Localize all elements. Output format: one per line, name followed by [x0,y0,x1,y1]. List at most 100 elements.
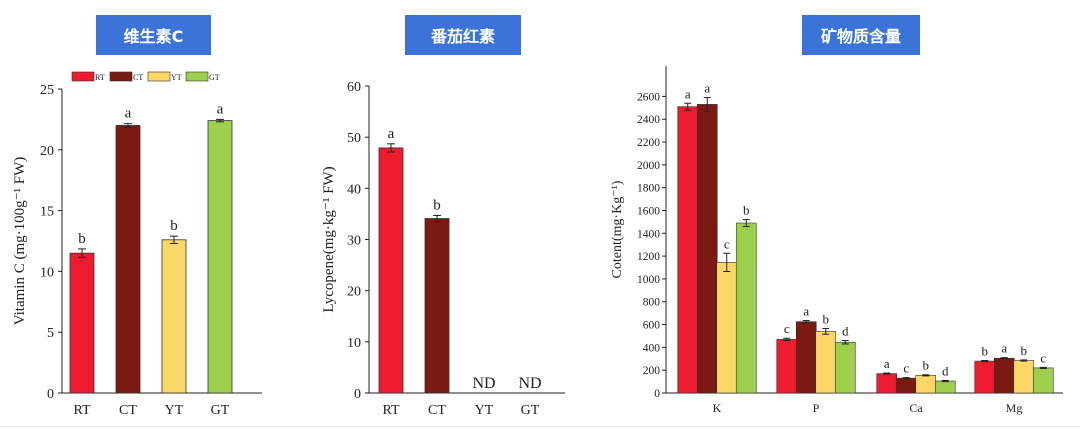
significance-letter: c [1040,350,1046,365]
bar-mg-rt [974,360,996,394]
bar-p-yt [815,331,837,394]
bar-k-rt [677,106,699,394]
bar-rt [69,252,95,394]
x-tick-label: YT [165,403,184,418]
y-tick-label: 5 [47,326,54,341]
significance-letter: d [942,363,949,378]
significance-letter: a [125,106,132,122]
y-tick-label: 20 [40,144,54,159]
x-tick-label: RT [73,403,90,418]
bottom-divider [0,426,1080,427]
x-tick-label: GT [521,403,540,418]
significance-letter: b [982,343,989,358]
legend-label: GT [209,73,220,82]
significance-letter: b [433,197,441,213]
mineral-content-title-badge: 矿物质含量 [802,15,920,55]
significance-letter: a [704,81,710,96]
y-tick-label: 0 [654,388,660,400]
bar-k-yt [716,262,738,394]
bar-k-gt [735,222,757,394]
vitamin-c-title-badge: 维生素C [96,15,211,55]
y-tick-label: 800 [643,297,661,309]
significance-letter: a [884,356,890,371]
legend-label: YT [171,73,182,82]
y-axis-label: Vitamin C (mg·100g⁻¹ FW) [12,157,28,326]
y-tick-label: 1800 [637,183,660,195]
y-tick-label: 1600 [637,205,660,217]
significance-letter: a [217,101,224,117]
significance-letter: b [78,231,86,247]
y-tick-label: 2200 [637,137,660,149]
lycopene-title-badge: 番茄红素 [405,15,521,55]
x-tick-label: GT [211,403,230,418]
bar-yt [161,239,187,394]
legend-label: CT [133,73,143,82]
significance-letter: b [743,203,750,218]
x-tick-label: CT [119,403,137,418]
x-tick-label: Ca [909,401,923,415]
x-tick-label: P [813,401,820,415]
significance-letter: a [803,304,809,319]
legend-label: RT [95,73,105,82]
y-tick-label: 200 [643,365,661,377]
significance-letter: c [784,321,790,336]
bar-mg-yt [1013,360,1035,394]
x-tick-label: RT [382,403,399,418]
bar-ca-yt [915,375,937,394]
bar-ca-gt [934,380,956,394]
significance-letter: c [724,236,730,251]
y-tick-label: 40 [347,182,361,197]
significance-letter: a [685,86,691,101]
x-tick-label: CT [428,403,446,418]
y-tick-label: 0 [354,387,361,402]
y-axis-label: Cotent(mg·Kg⁻¹) [610,180,625,278]
significance-letter: b [1021,343,1028,358]
x-tick-label: YT [475,403,494,418]
bar-ca-ct [895,377,917,394]
bar-ct [115,125,141,394]
x-tick-label: Mg [1006,401,1023,415]
y-tick-label: 10 [40,265,54,280]
y-tick-label: 2400 [637,114,660,126]
legend-swatch-rt [71,71,95,82]
y-axis-label: Lycopene(mg·kg⁻¹ FW) [321,166,337,312]
y-tick-label: 0 [47,387,54,402]
significance-letter: b [923,358,930,373]
y-tick-label: 400 [643,342,661,354]
not-detected-label: ND [472,375,495,392]
bar-mg-gt [1032,367,1054,394]
bar-gt [207,120,233,394]
y-tick-label: 2600 [637,91,660,103]
y-tick-label: 1400 [637,228,660,240]
y-tick-label: 10 [347,336,361,351]
bar-k-ct [696,104,718,394]
bar-rt [378,147,404,394]
significance-letter: c [903,361,909,376]
bar-mg-ct [993,357,1015,394]
y-tick-label: 50 [347,131,361,146]
not-detected-label: ND [518,375,541,392]
bar-ca-rt [876,373,898,394]
legend-swatch-ct [109,71,133,82]
y-tick-label: 25 [40,83,54,98]
y-tick-label: 20 [347,285,361,300]
significance-letter: a [388,126,395,142]
y-tick-label: 15 [40,205,54,220]
bar-p-rt [776,339,798,394]
y-tick-label: 60 [347,80,361,95]
legend-swatch-yt [147,71,171,82]
significance-letter: d [842,324,849,339]
y-tick-label: 1200 [637,251,660,263]
significance-letter: a [1001,341,1007,356]
x-tick-label: K [713,401,722,415]
significance-letter: b [823,312,830,327]
bar-p-ct [795,321,817,394]
legend-swatch-gt [185,71,209,82]
y-tick-label: 2000 [637,160,660,172]
significance-letter: b [170,218,178,234]
y-tick-label: 30 [347,234,361,249]
y-tick-label: 1000 [637,274,660,286]
